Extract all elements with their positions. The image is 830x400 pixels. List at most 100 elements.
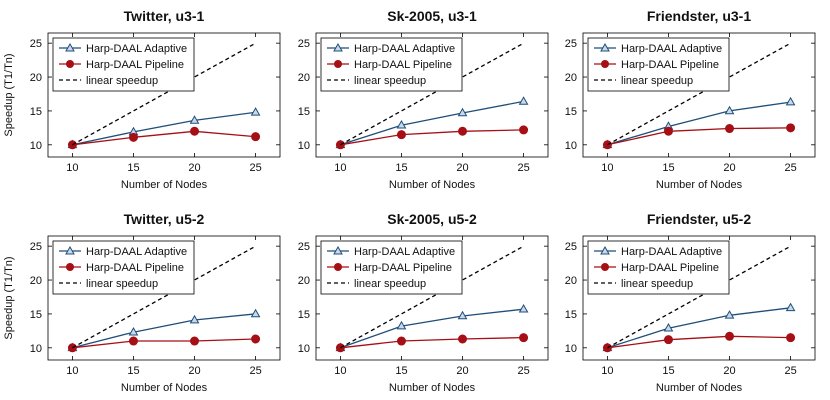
y-tick-label: 10 [30,343,42,355]
legend-entry-0: Harp-DAAL Adaptive [59,42,187,55]
x-tick-label: 20 [188,365,200,377]
legend-label: Harp-DAAL Adaptive [354,246,455,258]
y-tick-label: 20 [298,275,310,287]
legend-marker [601,263,609,271]
series-line [72,313,256,349]
x-tick-label: 20 [723,162,735,174]
legend-label: linear speedup [86,278,158,290]
plot-frame [47,235,281,361]
legend-entry-1: Harp-DAAL Pipeline [59,59,184,71]
x-axis-label: Number of Nodes [656,382,743,394]
x-tick-label: 25 [784,162,796,174]
legend-marker [334,60,342,68]
data-point [457,310,468,320]
x-tick-label: 25 [249,365,261,377]
legend-label: linear speedup [354,75,426,87]
y-tick-label: 10 [298,343,310,355]
series-line [72,338,256,349]
legend-entry-2: linear speedup [59,278,158,290]
plot-frame [315,32,549,158]
data-point [457,107,468,117]
legend: Harp-DAAL Adaptive Harp-DAAL Pipeline line… [587,240,730,295]
y-tick-label: 10 [565,140,577,152]
data-point [724,310,735,319]
data-point [250,107,261,116]
legend-label: Harp-DAAL Pipeline [354,262,452,274]
data-point [251,334,261,344]
chart-title: Friendster, u5-2 [647,211,751,227]
legend-box [587,37,730,92]
x-axis-label: Number of Nodes [656,179,743,191]
series-line [607,101,791,146]
legend-entry-1: Harp-DAAL Pipeline [59,262,184,274]
x-tick-label: 10 [66,162,78,174]
data-point [786,123,796,133]
series-line [72,111,256,146]
chart-title: Twitter, u5-2 [124,211,205,227]
series-line [340,308,524,349]
legend-label: Harp-DAAL Adaptive [86,43,187,55]
data-point [786,333,796,343]
x-axis-label: Number of Nodes [389,179,476,191]
x-tick-label: 15 [662,162,674,174]
x-tick-label: 15 [662,365,674,377]
series-line [340,100,524,146]
x-tick-label: 10 [334,162,346,174]
data-point [128,336,138,346]
x-tick-label: 10 [66,365,78,377]
y-tick-label: 10 [298,140,310,152]
y-tick-label: 20 [298,72,310,84]
x-tick-label: 10 [334,365,346,377]
series-line [340,336,524,349]
y-tick-label: 25 [298,38,310,50]
x-tick-label: 15 [127,365,139,377]
plot-frame [47,32,281,158]
data-point [250,308,261,318]
data-point [251,132,261,142]
data-point [518,303,529,313]
series-1 [602,123,796,150]
x-tick-label: 25 [249,162,261,174]
y-tick-label: 25 [298,241,310,253]
chart-panel-6: Friendster, u5-2 10 15 20 25 10 15 20 25 Number o… [565,211,816,394]
data-point [396,130,406,140]
x-tick-label: 25 [517,162,529,174]
y-tick-label: 25 [565,38,577,50]
data-point [519,333,529,343]
legend-entry-1: Harp-DAAL Pipeline [327,59,452,71]
data-point [458,126,468,136]
data-point [785,96,796,106]
chart-panel-3: Friendster, u3-1 10 15 20 25 10 15 20 25 Number o… [565,8,816,191]
legend-label: Harp-DAAL Pipeline [86,59,184,71]
series-1 [67,126,261,150]
y-tick-label: 20 [30,275,42,287]
y-tick-label: 20 [565,275,577,287]
data-point [128,132,138,142]
legend: Harp-DAAL Adaptive Harp-DAAL Pipeline line… [320,37,463,92]
data-point [396,320,407,330]
legend-marker [333,245,343,255]
chart-title: Sk-2005, u5-2 [387,211,477,227]
legend-entry-1: Harp-DAAL Pipeline [594,59,719,71]
chart-title: Twitter, u3-1 [124,8,205,24]
legend-entry-1: Harp-DAAL Pipeline [327,262,452,274]
legend-label: linear speedup [621,75,693,87]
legend-label: Harp-DAAL Adaptive [621,43,722,55]
data-point [128,327,139,336]
legend-entry-2: linear speedup [327,278,426,290]
y-tick-label: 25 [30,241,42,253]
x-tick-label: 25 [517,365,529,377]
chart-panel-5: Sk-2005, u5-2 10 15 20 25 10 15 20 25 Number of N… [298,211,549,394]
legend-entry-2: linear speedup [59,75,158,87]
legend-marker [601,60,609,68]
data-point [725,331,735,341]
legend-marker [333,42,343,52]
y-tick-label: 10 [565,343,577,355]
x-tick-label: 10 [601,365,613,377]
chart-panel-2: Sk-2005, u3-1 10 15 20 25 10 15 20 25 Number of N… [298,8,549,191]
legend-entry-1: Harp-DAAL Pipeline [594,262,719,274]
legend-marker [600,42,610,52]
legend-label: linear speedup [621,278,693,290]
chart-panel-1: Twitter, u3-1 10 15 20 25 10 15 20 25 Number of N… [3,8,281,191]
